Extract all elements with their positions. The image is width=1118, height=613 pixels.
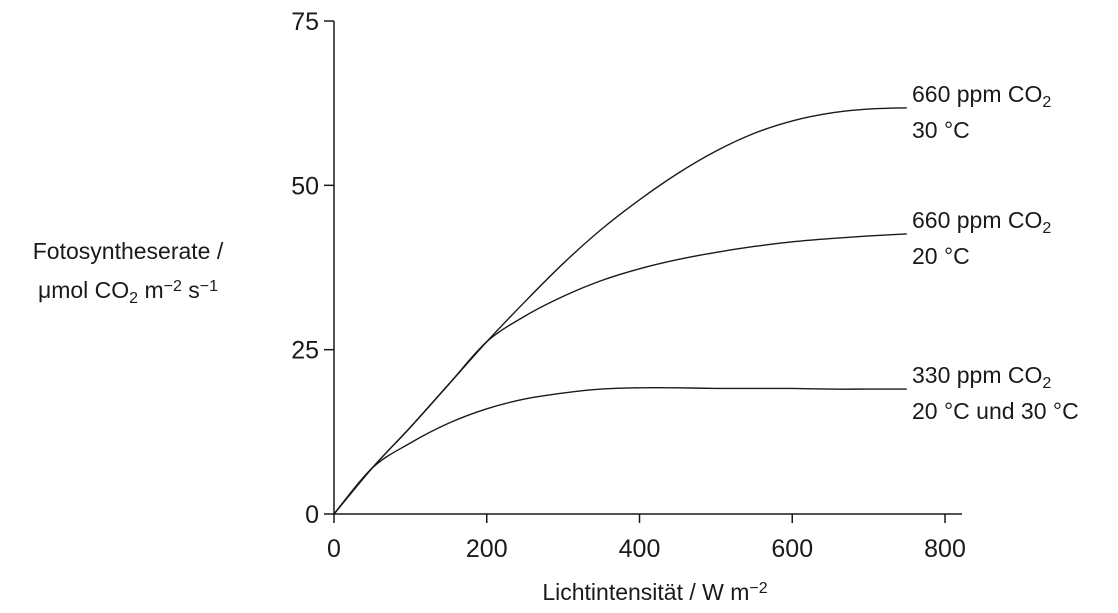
series-label-1-line2: 30 °C [912,117,970,143]
subscript: 2 [1042,94,1051,111]
y-axis-label-line2: μmol CO2 m−2 s−1 [38,277,218,307]
superscript: −1 [200,278,218,295]
x-axis-label-main: Lichtintensität / W m [542,579,749,605]
series-label-3-line2: 20 °C und 30 °C [912,398,1079,424]
subscript: 2 [129,290,138,307]
subscript: 2 [1042,220,1051,237]
series-label-1-line1: 660 ppm CO2 [912,81,1051,111]
text-run: 20 °C und 30 °C [912,398,1079,424]
y-tick-label: 25 [291,337,319,365]
text-run: μmol CO [38,277,129,303]
text-run: 30 °C [912,117,970,143]
x-tick-label: 0 [327,535,341,563]
x-tick-label: 800 [924,535,966,563]
x-tick-label: 200 [466,535,508,563]
x-tick-label: 600 [771,535,813,563]
series-line-2 [333,233,907,515]
y-tick-label: 0 [305,501,319,529]
series-line-1 [333,107,907,515]
text-run: 20 °C [912,243,970,269]
series-label-2-line1: 660 ppm CO2 [912,207,1051,237]
text-run: 660 ppm CO [912,207,1042,233]
superscript: −2 [164,278,182,295]
axes [333,21,962,515]
x-axis-label-superscript: −2 [749,580,767,597]
text-run: s [182,277,200,303]
ticks: 0 25 50 75 0 200 400 600 800 [291,8,966,563]
subscript: 2 [1042,375,1051,392]
text-run: 660 ppm CO [912,81,1042,107]
y-tick-label: 75 [291,8,319,36]
y-tick-label: 50 [291,172,319,200]
y-axis-label-line1: Fotosyntheserate / [33,238,224,264]
text-run: 330 ppm CO [912,362,1042,388]
series-label-3-line1: 330 ppm CO2 [912,362,1051,392]
x-tick-label: 400 [619,535,661,563]
series-group [333,107,907,515]
x-axis-label: Lichtintensität / W m−2 [542,579,767,605]
series-line-3 [333,386,907,515]
series-label-2-line2: 20 °C [912,243,970,269]
text-run: m [138,277,164,303]
